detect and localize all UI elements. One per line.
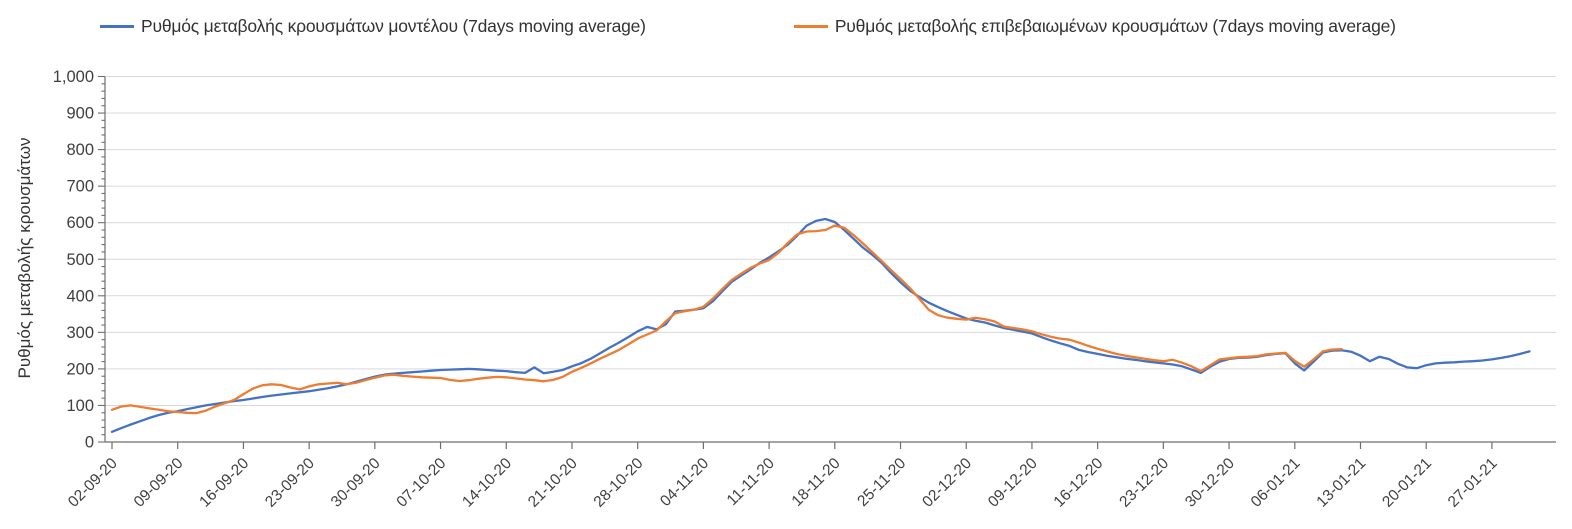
axes (98, 75, 1556, 443)
x-tick-label: 06-01-21 (1248, 455, 1304, 511)
legend-item-model: Ρυθμός μεταβολής κρουσμάτων μοντέλου (7d… (100, 16, 646, 37)
x-tick-label: 02-09-20 (65, 455, 121, 511)
x-tick-label: 23-09-20 (262, 455, 318, 511)
x-tick-label: 20-01-21 (1379, 455, 1435, 511)
y-tick-label: 500 (66, 251, 94, 269)
y-gridlines (105, 76, 1556, 406)
y-tick-label: 400 (66, 287, 94, 305)
y-tick-label: 100 (66, 397, 94, 415)
x-tick-label: 04-11-20 (657, 455, 712, 510)
y-axis-labels: 0 100 200 300 400 500 600 700 800 900 1,000 (53, 68, 94, 452)
y-tick-label: 600 (66, 214, 94, 232)
x-tick-label: 23-12-20 (1116, 455, 1172, 511)
x-tick-label: 09-12-20 (985, 455, 1041, 511)
x-tick-label: 30-09-20 (328, 455, 384, 511)
x-tick-label: 21-10-20 (525, 455, 581, 511)
y-tick-label: 0 (85, 434, 94, 452)
y-tick-label: 200 (66, 360, 94, 378)
y-tick-label: 1,000 (53, 68, 94, 86)
x-tick-label: 09-09-20 (131, 455, 187, 511)
model-line-swatch-icon (100, 25, 134, 28)
x-tick-label: 14-10-20 (459, 455, 515, 511)
x-tick-label: 27-01-21 (1445, 455, 1501, 511)
x-tick-label: 07-10-20 (393, 455, 449, 511)
confirmed-line-swatch-icon (793, 25, 828, 28)
x-tick-label: 25-11-20 (854, 455, 909, 510)
x-tick-label: 11-11-20 (724, 455, 779, 510)
x-tick-label: 13-01-21 (1313, 455, 1369, 511)
confirmed-series-line (110, 224, 1343, 415)
x-axis-labels: 02-09-20 09-09-20 16-09-20 23-09-20 30-09-20… (65, 455, 1501, 511)
x-tick-label: 02-12-20 (919, 455, 975, 511)
x-tick-label: 30-12-20 (1182, 455, 1238, 511)
x-tick-label: 16-12-20 (1051, 455, 1107, 511)
legend-label-confirmed: Ρυθμός μεταβολής επιβεβαιωμένων κρουσμάτ… (834, 16, 1396, 36)
x-tick-label: 16-09-20 (196, 455, 252, 511)
chart-legend: Ρυθμός μεταβολής κρουσμάτων μοντέλου (7d… (100, 16, 1396, 37)
x-ticks (111, 442, 1493, 449)
x-tick-label: 18-11-20 (789, 455, 844, 510)
legend-label-model: Ρυθμός μεταβολής κρουσμάτων μοντέλου (7d… (141, 16, 646, 36)
y-tick-label: 300 (66, 324, 94, 342)
y-tick-label: 700 (66, 178, 94, 196)
y-tick-label: 900 (66, 105, 94, 123)
model-series-line (110, 217, 1531, 433)
legend-item-confirmed: Ρυθμός μεταβολής επιβεβαιωμένων κρουσμάτ… (793, 16, 1396, 37)
x-tick-label: 28-10-20 (591, 455, 647, 511)
y-tick-label: 800 (66, 141, 94, 159)
